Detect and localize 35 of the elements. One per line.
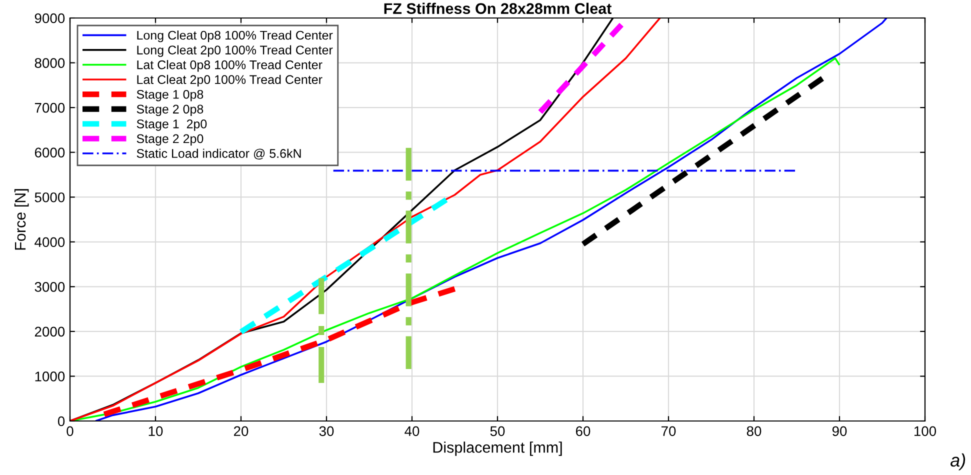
y-tick-label: 5000 <box>34 192 65 202</box>
x-tick-label: 40 <box>404 426 420 436</box>
y-tick-label: 3000 <box>34 282 65 292</box>
y-tick-label: 6000 <box>34 148 65 158</box>
x-tick-label: 60 <box>576 426 590 436</box>
legend-label: Lat Cleat 0p8 100% Tread Center <box>137 60 322 72</box>
legend-label: Stage 2 2p0 <box>136 134 204 146</box>
y-tick-label: 8000 <box>34 58 65 68</box>
text: a) <box>950 453 966 470</box>
x-tick-label: 70 <box>661 426 676 436</box>
y-axis-title: Force [N] <box>14 189 29 250</box>
legend-label: Stage 1 2p0 <box>136 119 207 131</box>
x-tick-label: 100 <box>914 426 936 436</box>
legend-label: Stage 2 0p8 <box>136 104 204 116</box>
y-tick-label: 1000 <box>35 372 65 382</box>
chart-title: FZ Stiffness On 28x28mm Cleat <box>384 2 612 14</box>
x-tick-label: 30 <box>319 426 334 436</box>
legend-label: Long Cleat 2p0 100% Tread Center <box>137 45 333 57</box>
x-tick-label: 10 <box>148 426 163 436</box>
y-tick-label: 9000 <box>34 13 65 24</box>
x-tick-label: 20 <box>234 426 248 436</box>
y-tick-label: 2000 <box>34 326 65 337</box>
legend-label: Stage 1 0p8 <box>136 90 204 102</box>
x-tick-label: 0 <box>66 426 74 436</box>
y-tick-label: 0 <box>58 416 65 426</box>
legend-label: Static Load indicator @ 5.6kN <box>136 148 301 160</box>
x-axis-title: Displacement [mm] <box>433 442 562 456</box>
legend-label: Long Cleat 0p8 100% Tread Center <box>137 30 333 42</box>
x-tick-label: 90 <box>832 426 847 436</box>
legend-label: Lat Cleat 2p0 100% Tread Center <box>137 74 322 86</box>
line-series <box>94 18 888 421</box>
y-tick-label: 4000 <box>34 237 65 248</box>
y-tick-label: 7000 <box>34 102 65 113</box>
x-tick-label: 50 <box>490 426 505 436</box>
x-tick-label: 80 <box>746 426 762 436</box>
